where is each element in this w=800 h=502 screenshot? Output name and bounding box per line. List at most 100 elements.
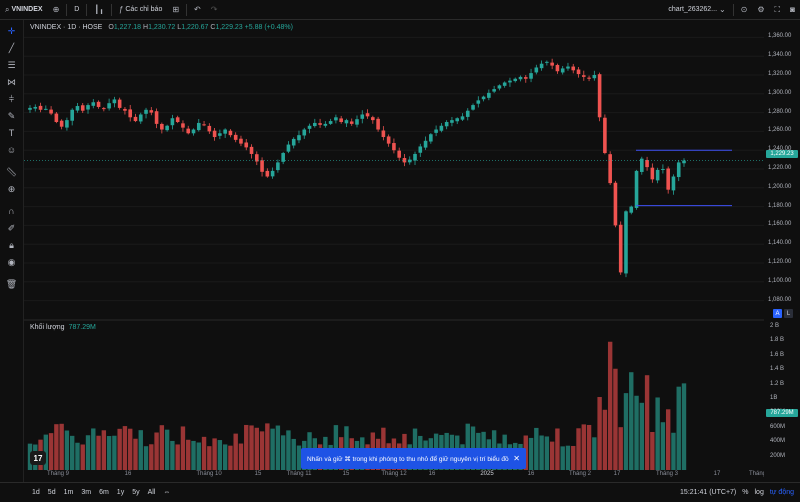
- volume-tick: 600M: [770, 423, 786, 430]
- lock-tool[interactable]: 🔒︎: [3, 237, 21, 253]
- auto-scale-button[interactable]: A: [773, 309, 782, 318]
- candle-body: [502, 82, 507, 86]
- range-3m[interactable]: 3m: [81, 489, 92, 496]
- range-All[interactable]: All: [147, 489, 156, 496]
- candle-body: [212, 130, 217, 138]
- templates-button[interactable]: ⊞: [167, 0, 184, 20]
- range-1m[interactable]: 1m: [63, 489, 74, 496]
- candle-body: [365, 113, 370, 117]
- range-5d[interactable]: 5d: [47, 489, 56, 496]
- candle-body: [160, 123, 164, 130]
- volume-bar: [465, 423, 470, 470]
- candle-body: [661, 169, 665, 170]
- log-toggle[interactable]: log: [754, 489, 764, 496]
- pattern-tool[interactable]: ⋈: [3, 74, 21, 90]
- candle-body: [571, 66, 576, 71]
- close-icon[interactable]: ✕: [513, 454, 520, 463]
- price-tick: 1,080.00: [768, 296, 792, 303]
- volume-tick: 2 B: [770, 323, 780, 329]
- range-1y[interactable]: 1y: [116, 489, 125, 496]
- open-value: 1,227.18: [113, 24, 142, 31]
- icon-tool[interactable]: ☺: [3, 142, 21, 158]
- candle-body: [603, 117, 607, 154]
- candles-icon: ┃╻: [94, 4, 104, 14]
- volume-bar: [117, 428, 122, 470]
- quick-search-button[interactable]: ⊙: [736, 0, 753, 20]
- redo-button[interactable]: ↷: [206, 0, 223, 20]
- candle-body: [270, 170, 275, 177]
- volume-tick: 1B: [770, 395, 778, 401]
- candle-body: [112, 99, 117, 104]
- smiley-icon: ☺: [6, 145, 17, 155]
- range-1d[interactable]: 1d: [32, 489, 40, 496]
- pattern-icon: ⋈: [7, 76, 16, 87]
- screenshot-button[interactable]: ◙: [785, 0, 800, 20]
- log-scale-button[interactable]: L: [784, 309, 793, 318]
- volume-bar: [249, 425, 254, 470]
- volume-bar: [75, 442, 80, 470]
- delete-tool[interactable]: 🗑︎: [3, 276, 21, 292]
- price-scale[interactable]: 1,360.00 1,340.00 1,320.00 1,300.00 1,280.00…: [764, 20, 800, 482]
- stay-drawing-tool[interactable]: ✐: [3, 220, 21, 236]
- price-chart[interactable]: Tháng 9 16 Tháng 10 15 Tháng 11 15 Tháng 12 16 2…: [24, 20, 764, 482]
- zoom-tool[interactable]: ⊕: [3, 181, 21, 197]
- fullscreen-button[interactable]: ⛶: [770, 0, 786, 20]
- undo-button[interactable]: ↶: [189, 0, 206, 20]
- drawing-toolbar: ✛ ╱ ☰ ⋈ ⫩ ✎ T ☺ 📏︎ ⊕ ∩ ✐ 🔒︎ ◉ 🗑︎: [0, 20, 24, 482]
- fib-tool[interactable]: ☰: [3, 57, 21, 73]
- volume-bar: [581, 424, 586, 470]
- volume-bar: [106, 436, 112, 470]
- candle-body: [529, 73, 533, 79]
- volume-bar: [555, 428, 560, 470]
- candle-body: [133, 116, 138, 122]
- function-icon: ƒ: [118, 4, 124, 14]
- volume-bar: [222, 444, 228, 470]
- range-6m[interactable]: 6m: [99, 489, 109, 496]
- volume-bar: [217, 440, 223, 470]
- candle-body: [376, 118, 380, 130]
- zoom-in-icon: ⊕: [7, 183, 16, 194]
- volume-bar: [59, 423, 64, 470]
- brush-tool[interactable]: ✎: [3, 108, 21, 124]
- volume-bar: [64, 430, 70, 470]
- volume-bar: [180, 426, 186, 470]
- chart-type-button[interactable]: ┃╻: [89, 0, 109, 20]
- candle-body: [444, 122, 449, 127]
- projection-tool[interactable]: ⫩: [3, 91, 21, 107]
- candle-body: [33, 106, 38, 109]
- candle-body: [265, 170, 270, 177]
- settings-button[interactable]: ⚙: [752, 0, 769, 20]
- measure-tool[interactable]: 📏︎: [3, 164, 21, 180]
- candle-body: [86, 105, 90, 110]
- volume-bar: [159, 425, 165, 470]
- candle-body: [254, 154, 259, 162]
- compare-button[interactable]: ⊕: [48, 0, 65, 20]
- text-tool[interactable]: T: [3, 125, 21, 141]
- volume-bar: [238, 443, 244, 470]
- magnet-tool[interactable]: ∩: [3, 203, 21, 219]
- auto-toggle[interactable]: tự động: [769, 489, 794, 496]
- chart-name-button[interactable]: chart_263262... ⌄: [663, 0, 730, 20]
- volume-bar: [671, 432, 676, 470]
- time-tick: Tháng 11: [287, 471, 313, 477]
- indicators-button[interactable]: ƒ Các chỉ báo: [114, 0, 167, 20]
- hide-tool[interactable]: ◉: [3, 254, 21, 270]
- interval-button[interactable]: D: [74, 6, 80, 13]
- percent-toggle[interactable]: %: [742, 489, 749, 496]
- date-range-button[interactable]: ⇔: [159, 489, 174, 496]
- symbol-search[interactable]: ⌕ VNINDEX: [0, 0, 48, 20]
- volume-bar: [665, 409, 671, 470]
- crosshair-tool[interactable]: ✛: [3, 23, 21, 39]
- candle-body: [286, 144, 291, 152]
- volume-bar: [133, 438, 138, 470]
- candle-body: [49, 109, 53, 114]
- candle-body: [128, 109, 133, 118]
- tradingview-logo[interactable]: 17: [30, 451, 46, 465]
- trend-line-tool[interactable]: ╱: [3, 40, 21, 56]
- candle-body: [249, 146, 254, 154]
- volume-bar: [259, 431, 265, 470]
- candle-body: [65, 120, 69, 128]
- range-5y[interactable]: 5y: [132, 489, 140, 496]
- price-tick: 1,260.00: [768, 127, 792, 134]
- range-buttons: 1d 5d 1m 3m 6m 1y 5y All: [0, 489, 159, 496]
